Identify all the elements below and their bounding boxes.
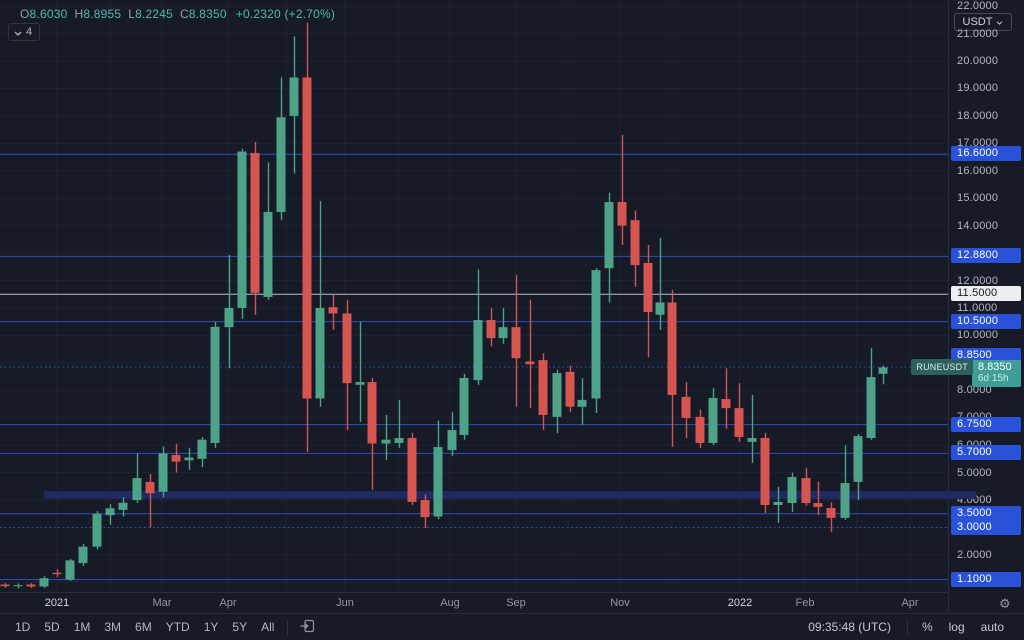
range-button-6m[interactable]: 6M [135, 620, 152, 634]
symbol-price-line-label: RUNEUSDT [911, 359, 973, 375]
ohlc-field-value: 8.8955 [83, 7, 122, 21]
price-axis-label: 10.0000 [957, 329, 999, 341]
range-button-5d[interactable]: 5D [44, 620, 60, 634]
price-change: +0.2320 (+2.70%) [235, 7, 336, 21]
time-axis-label: Mar [152, 597, 172, 609]
price-axis-label: 21.0000 [957, 28, 999, 40]
time-axis-label: Aug [440, 597, 460, 609]
price-axis-label: 19.0000 [957, 82, 999, 94]
price-axis-label: 22.0000 [957, 0, 999, 12]
price-axis-label: 5.0000 [957, 467, 992, 479]
price-axis-label: 15.0000 [957, 192, 999, 204]
chevron-down-icon [14, 23, 22, 41]
time-axis-label: Sep [506, 597, 526, 609]
price-axis-label: 20.0000 [957, 55, 999, 67]
ohlc-field-value: 8.2245 [135, 7, 174, 21]
price-level-badge: 16.6000 [951, 146, 1021, 161]
legend-count: 4 [26, 26, 33, 38]
scale-button-log[interactable]: log [948, 620, 965, 634]
go-to-date-icon [300, 619, 315, 636]
price-axis[interactable]: USDT 22.0000 21.0000 20.0000 19.0000 18.0000… [948, 0, 1024, 612]
ohlc-field-value: 8.6030 [29, 7, 68, 21]
ohlc-readout: O8.6030 H8.8955 L8.2245 C8.8350 +0.2320 (+2.… [20, 7, 335, 21]
price-level-badge: 6.7500 [951, 417, 1021, 432]
price-axis-label: 16.0000 [957, 165, 999, 177]
range-button-3m[interactable]: 3M [104, 620, 122, 634]
support-band-axis-extension [948, 490, 976, 499]
time-axis-label: 2022 [727, 597, 753, 609]
scale-button-auto[interactable]: auto [980, 620, 1004, 634]
ohlc-field-label: L [128, 7, 136, 21]
price-level-badge: 11.5000 [951, 286, 1021, 301]
currency-unit-button[interactable]: USDT [954, 13, 1012, 31]
price-level-badge: 5.7000 [951, 445, 1021, 460]
price-level-badge: 10.5000 [951, 314, 1021, 329]
time-axis-label: Feb [795, 597, 815, 609]
currency-unit-label: USDT [962, 16, 993, 28]
ohlc-field-value: 8.8350 [188, 7, 227, 21]
scale-button-percent[interactable]: % [921, 620, 933, 634]
time-axis-label: Nov [610, 597, 630, 609]
ohlc-field-label: C [180, 7, 189, 21]
range-button-all[interactable]: All [261, 620, 275, 634]
price-axis-label: 11.0000 [957, 302, 998, 314]
chart-pane[interactable] [0, 0, 948, 592]
time-axis-label: 2021 [44, 597, 70, 609]
clock-utc[interactable]: 09:35:48 (UTC) [808, 620, 891, 634]
range-button-1y[interactable]: 1Y [203, 620, 219, 634]
gear-icon[interactable]: ⚙︎ [999, 596, 1011, 611]
price-axis-label: 18.0000 [957, 110, 999, 122]
ohlc-field-label: O [20, 7, 30, 21]
time-axis[interactable]: 2021 Mar Apr Jun Aug Sep Nov 2022 Feb Apr [0, 592, 948, 613]
price-axis-label: 14.0000 [957, 220, 999, 232]
date-range-buttons: 1D 5D 1M 3M 6M YTD 1Y 5Y All [0, 617, 281, 637]
toolbar-divider [287, 619, 289, 635]
price-level-badge: 3.5000 [951, 506, 1021, 521]
range-button-ytd[interactable]: YTD [165, 620, 190, 634]
last-price-badge: 8.8350 6d 15h [972, 360, 1021, 387]
candle-countdown: 6d 15h [978, 373, 1009, 384]
time-axis-label: Jun [336, 597, 354, 609]
go-to-date-button[interactable] [294, 617, 321, 638]
toolbar-right: 09:35:48 (UTC) % log auto [808, 617, 1024, 637]
range-button-1m[interactable]: 1M [73, 620, 91, 634]
ohlc-field-label: H [74, 7, 84, 21]
time-axis-label: Apr [219, 597, 237, 609]
bottom-toolbar: 1D 5D 1M 3M 6M YTD 1Y 5Y All 09:35:48 (UTC) % log… [0, 613, 1024, 640]
range-button-1d[interactable]: 1D [15, 620, 31, 634]
price-axis-label: 8.0000 [957, 384, 992, 396]
toolbar-divider [906, 619, 908, 635]
candlestick-chart[interactable] [0, 0, 948, 592]
last-price-value: 8.8350 [978, 361, 1012, 373]
range-button-5y[interactable]: 5Y [232, 620, 248, 634]
price-level-badge: 12.8800 [951, 248, 1021, 263]
chevron-down-icon [996, 16, 1003, 28]
time-axis-label: Apr [901, 597, 919, 609]
price-level-badge: 1.1000 [951, 572, 1021, 587]
price-axis-label: 2.0000 [957, 549, 992, 561]
legend-collapse-button[interactable]: 4 [7, 23, 41, 41]
price-axis-label: 12.0000 [957, 275, 999, 287]
price-level-badge: 3.0000 [951, 520, 1021, 535]
